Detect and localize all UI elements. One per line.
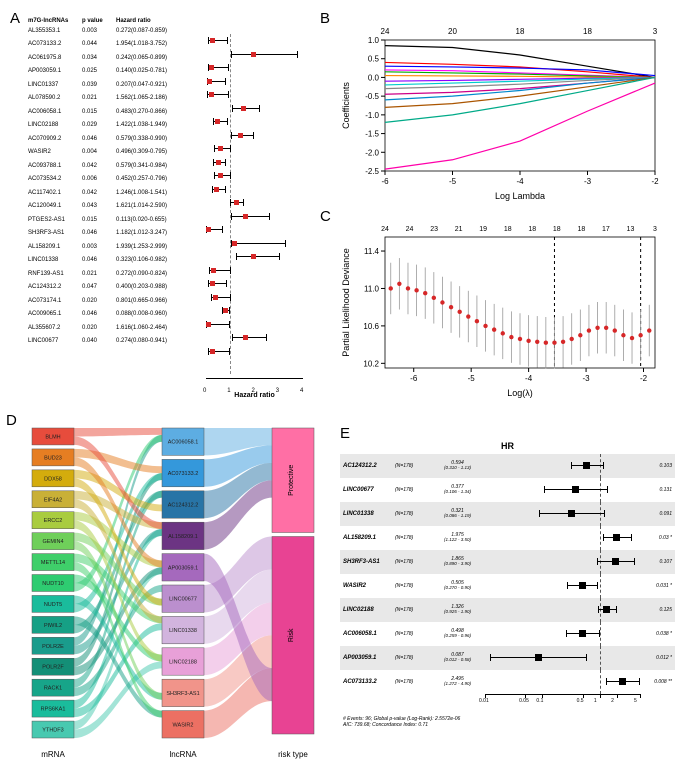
- svg-text:-1.0: -1.0: [365, 111, 379, 120]
- svg-text:AL158209.1: AL158209.1: [168, 534, 198, 540]
- svg-text:18: 18: [583, 27, 592, 36]
- svg-text:Coefficients: Coefficients: [341, 82, 351, 129]
- svg-text:23: 23: [430, 226, 438, 233]
- svg-text:NUDT10: NUDT10: [42, 581, 63, 587]
- svg-text:18: 18: [516, 27, 525, 36]
- col-hr: Hazard ratio: [116, 18, 206, 24]
- svg-text:BUD23: BUD23: [44, 455, 62, 461]
- svg-text:1.0: 1.0: [368, 36, 380, 45]
- panel-label-c: C: [320, 208, 331, 225]
- svg-text:18: 18: [577, 226, 585, 233]
- panel-a-plot: 01234 Hazard ratio: [206, 34, 303, 374]
- hr-row: SH3RF3-AS1 (N=178) 1.865(0.890 - 3.90) 0…: [340, 550, 675, 574]
- hr-row: LINC01338 (N=178) 0.321(0.086 - 1.19) 0.…: [340, 502, 675, 526]
- panel-d-sankey: BLMH BUD23 DDX58 EIF4A2 ERCC2 GEMIN4 METTL14 NU…: [12, 420, 332, 765]
- svg-text:PIWIL2: PIWIL2: [44, 623, 62, 629]
- svg-text:-0.5: -0.5: [365, 92, 379, 101]
- svg-text:-2.5: -2.5: [365, 167, 379, 176]
- svg-text:18: 18: [553, 226, 561, 233]
- hr-row: AC073133.2 (N=178) 2.495(1.272 - 4.90) 0…: [340, 670, 675, 694]
- svg-text:AC124312.2: AC124312.2: [168, 503, 199, 509]
- panel-b-lasso: -2.5 -2.0 -1.5 -1.0 -0.5 0.0 0.5 1.0 -6 -5 -4 -3 -2 2…: [335, 18, 665, 203]
- svg-text:AC006058.1: AC006058.1: [168, 440, 199, 446]
- hr-title: HR: [340, 438, 675, 454]
- svg-text:RACK1: RACK1: [44, 686, 62, 692]
- col-lnc: m7G-lncRNAs: [28, 18, 82, 24]
- hr-row: LINC02188 (N=178) 1.326(0.925 - 1.90) 0.…: [340, 598, 675, 622]
- hr-row: AC006058.1 (N=178) 0.498(0.259 - 0.96) 0…: [340, 622, 675, 646]
- svg-text:LINC01338: LINC01338: [169, 628, 197, 634]
- svg-text:EIF4A2: EIF4A2: [44, 497, 62, 503]
- svg-text:18: 18: [528, 226, 536, 233]
- svg-text:13: 13: [627, 226, 635, 233]
- svg-text:-6: -6: [410, 374, 418, 383]
- panel-c-deviance: 10.2 10.6 11.0 11.4 -6 -5 -4 -3 -2 24 24 23 21 19 18 18…: [335, 215, 665, 400]
- svg-text:0.5: 0.5: [368, 55, 380, 64]
- svg-text:SH3RF3-AS1: SH3RF3-AS1: [166, 691, 199, 697]
- hr-row: WASIR2 (N=178) 0.505(0.270 - 0.90) 0.031…: [340, 574, 675, 598]
- svg-text:-2: -2: [640, 374, 648, 383]
- svg-text:3: 3: [653, 27, 658, 36]
- svg-text:LINC00677: LINC00677: [169, 597, 197, 603]
- svg-text:Log Lambda: Log Lambda: [495, 191, 545, 201]
- svg-text:24: 24: [381, 226, 389, 233]
- svg-text:DDX58: DDX58: [44, 476, 62, 482]
- svg-text:19: 19: [479, 226, 487, 233]
- panel-label-b: B: [320, 10, 330, 27]
- svg-text:20: 20: [448, 27, 457, 36]
- svg-text:-3: -3: [583, 374, 591, 383]
- svg-text:-3: -3: [584, 177, 592, 186]
- hr-row: AC124312.2 (N=178) 0.594(0.310 - 1.13) 0…: [340, 454, 675, 478]
- svg-text:-5: -5: [449, 177, 457, 186]
- svg-text:10.2: 10.2: [363, 359, 379, 368]
- svg-text:Partial Likelihood Deviance: Partial Likelihood Deviance: [341, 248, 351, 357]
- svg-text:POLR2F: POLR2F: [42, 665, 64, 671]
- col-p: p value: [82, 18, 116, 24]
- svg-text:18: 18: [504, 226, 512, 233]
- svg-text:YTHDF3: YTHDF3: [42, 728, 63, 734]
- svg-text:lncRNA: lncRNA: [169, 750, 197, 759]
- svg-text:POLR2E: POLR2E: [42, 644, 64, 650]
- svg-text:11.0: 11.0: [364, 284, 380, 293]
- svg-text:ERCC2: ERCC2: [44, 518, 63, 524]
- svg-text:-2: -2: [651, 177, 659, 186]
- svg-text:AC073133.2: AC073133.2: [168, 471, 199, 477]
- svg-text:AP003059.1: AP003059.1: [168, 565, 198, 571]
- svg-text:0.0: 0.0: [368, 73, 380, 82]
- svg-text:10.6: 10.6: [363, 322, 379, 331]
- x-label: Hazard ratio: [206, 392, 303, 399]
- hr-row: AP003059.1 (N=178) 0.087(0.012 - 0.58) 0…: [340, 646, 675, 670]
- svg-text:-4: -4: [525, 374, 533, 383]
- svg-text:mRNA: mRNA: [41, 750, 65, 759]
- hr-row: LINC00677 (N=178) 0.377(0.106 - 1.34) 0.…: [340, 478, 675, 502]
- svg-text:3: 3: [653, 226, 657, 233]
- svg-text:11.4: 11.4: [364, 247, 380, 256]
- svg-text:RPS6KA1: RPS6KA1: [41, 707, 66, 713]
- svg-text:-5: -5: [468, 374, 476, 383]
- svg-text:NUDT5: NUDT5: [44, 602, 62, 608]
- svg-text:Protective: Protective: [288, 465, 295, 496]
- svg-text:-4: -4: [516, 177, 524, 186]
- hr-row: AL158209.1 (N=178) 1.975(1.122 - 3.50) 0…: [340, 526, 675, 550]
- panel-e-hr: HR AC124312.2 (N=178) 0.594(0.310 - 1.13…: [340, 438, 675, 748]
- svg-text:GEMIN4: GEMIN4: [42, 539, 63, 545]
- svg-text:24: 24: [381, 27, 390, 36]
- svg-text:-6: -6: [381, 177, 389, 186]
- svg-text:LINC02188: LINC02188: [169, 660, 197, 666]
- svg-text:WASIR2: WASIR2: [173, 722, 194, 728]
- svg-text:17: 17: [602, 226, 610, 233]
- svg-text:-1.5: -1.5: [365, 130, 379, 139]
- panel-label-a: A: [10, 10, 20, 27]
- svg-text:21: 21: [455, 226, 463, 233]
- svg-text:Risk: Risk: [288, 628, 295, 642]
- panel-a-forest: m7G-lncRNAs p value Hazard ratio AL35535…: [28, 18, 303, 398]
- svg-text:24: 24: [406, 226, 414, 233]
- hr-footer: # Events: 96; Global p-value (Log-Rank):…: [340, 712, 675, 728]
- svg-text:-2.0: -2.0: [365, 148, 379, 157]
- svg-text:risk type: risk type: [278, 750, 308, 759]
- svg-text:METTL14: METTL14: [41, 560, 65, 566]
- svg-text:BLMH: BLMH: [45, 434, 60, 440]
- svg-text:Log(λ): Log(λ): [507, 388, 533, 398]
